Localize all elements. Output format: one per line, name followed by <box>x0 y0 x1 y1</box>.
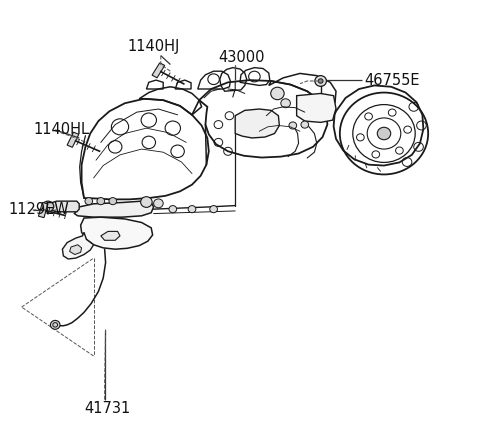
Circle shape <box>210 206 217 213</box>
Text: 1140HL: 1140HL <box>34 121 90 137</box>
Circle shape <box>315 76 326 86</box>
Circle shape <box>289 122 297 129</box>
Circle shape <box>141 197 152 207</box>
Circle shape <box>271 87 284 100</box>
Circle shape <box>109 198 117 205</box>
Polygon shape <box>297 93 336 122</box>
Circle shape <box>377 127 391 140</box>
Circle shape <box>281 99 290 108</box>
Polygon shape <box>62 232 94 259</box>
Circle shape <box>318 79 323 83</box>
Circle shape <box>42 201 54 212</box>
Polygon shape <box>70 245 82 255</box>
Polygon shape <box>152 63 165 78</box>
Circle shape <box>169 206 177 213</box>
Polygon shape <box>235 109 279 138</box>
Circle shape <box>85 198 93 205</box>
Polygon shape <box>38 202 48 218</box>
Text: 1140HJ: 1140HJ <box>127 39 180 54</box>
Circle shape <box>188 206 196 213</box>
Text: 46755E: 46755E <box>365 73 420 88</box>
Polygon shape <box>67 132 79 147</box>
Circle shape <box>301 121 309 128</box>
Polygon shape <box>48 201 79 212</box>
Text: 1129EW: 1129EW <box>9 202 70 217</box>
Text: 43000: 43000 <box>218 50 265 65</box>
Circle shape <box>154 199 163 208</box>
Polygon shape <box>74 201 154 217</box>
Circle shape <box>97 198 105 205</box>
Polygon shape <box>81 217 153 249</box>
Text: 41731: 41731 <box>84 401 130 416</box>
Polygon shape <box>101 231 120 240</box>
Circle shape <box>50 320 60 329</box>
